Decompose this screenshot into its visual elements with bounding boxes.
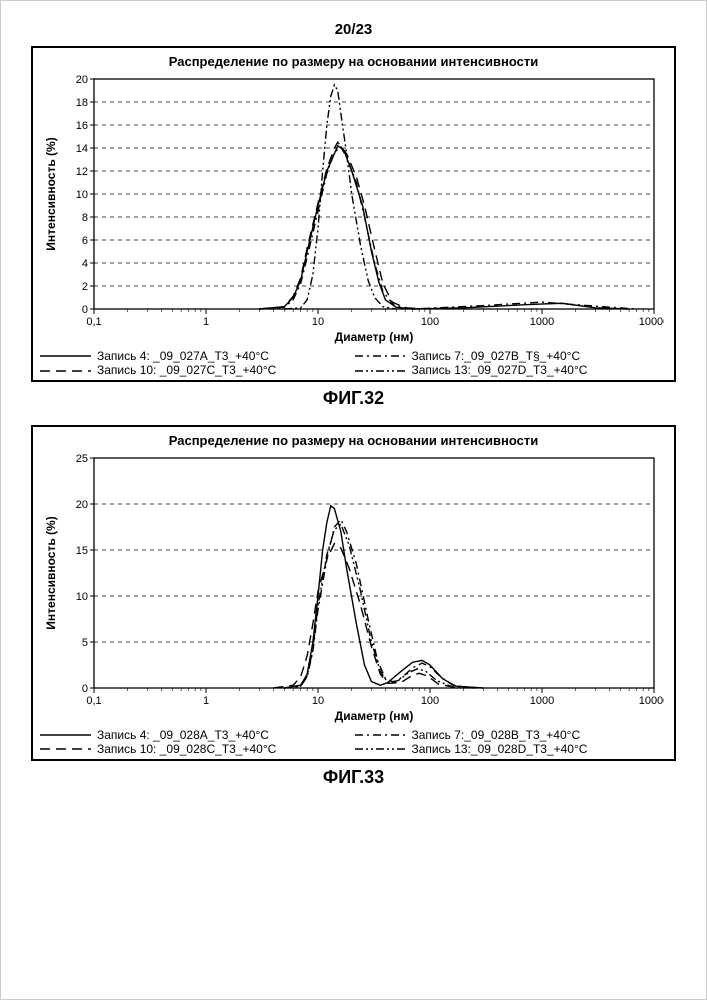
svg-text:1: 1 (203, 316, 209, 328)
svg-text:Интенсивность (%): Интенсивность (%) (44, 137, 58, 250)
legend-label: Запись 13:_09_028D_T3_+40°C (412, 742, 588, 756)
legend-label: Запись 10: _09_028C_T3_+40°C (97, 742, 276, 756)
figure-block: Распределение по размеру на основании ин… (31, 425, 676, 761)
svg-text:25: 25 (76, 453, 88, 465)
svg-text:2: 2 (82, 281, 88, 293)
figures-container: Распределение по размеру на основании ин… (31, 46, 676, 788)
svg-text:20: 20 (76, 74, 88, 86)
svg-text:0: 0 (82, 683, 88, 695)
legend-label: Запись 13:_09_027D_T3_+40°C (412, 363, 588, 377)
svg-text:16: 16 (76, 120, 88, 132)
svg-text:6: 6 (82, 235, 88, 247)
legend-label: Запись 7:_09_028B_T3_+40°C (412, 728, 581, 742)
svg-text:10: 10 (312, 316, 324, 328)
page-number: 20/23 (31, 21, 676, 38)
svg-text:100: 100 (421, 316, 439, 328)
svg-text:5: 5 (82, 637, 88, 649)
legend: Запись 4: _09_027A_T3_+40°C Запись 7:_09… (39, 349, 668, 378)
svg-text:1000: 1000 (530, 695, 554, 707)
svg-text:8: 8 (82, 212, 88, 224)
figure-label: ФИГ.33 (31, 767, 676, 788)
svg-text:10: 10 (76, 591, 88, 603)
page: 20/23 Распределение по размеру на основа… (0, 0, 707, 1000)
svg-text:10: 10 (76, 189, 88, 201)
svg-text:10000: 10000 (639, 695, 664, 707)
chart-svg: 0 5 10 15 20 25 0,1 1 10 100 1000 10000 Диаметр (нм)… (39, 452, 664, 726)
legend-entry: Запись 4: _09_028A_T3_+40°C (39, 728, 354, 742)
svg-text:100: 100 (421, 695, 439, 707)
svg-text:0: 0 (82, 304, 88, 316)
svg-text:14: 14 (76, 143, 88, 155)
svg-text:Интенсивность (%): Интенсивность (%) (44, 516, 58, 629)
legend-entry: Запись 13:_09_028D_T3_+40°C (354, 742, 669, 756)
figure: Распределение по размеру на основании ин… (31, 425, 676, 788)
svg-text:10: 10 (312, 695, 324, 707)
chart-svg: 0 2 4 6 8 10 12 14 16 18 20 0,1 1 10 100 1000 10000 Диаме… (39, 73, 664, 347)
svg-text:Диаметр (нм): Диаметр (нм) (335, 330, 414, 344)
svg-text:Диаметр (нм): Диаметр (нм) (335, 709, 414, 723)
chart-title: Распределение по размеру на основании ин… (39, 54, 668, 69)
svg-text:1: 1 (203, 695, 209, 707)
legend-entry: Запись 7:_09_028B_T3_+40°C (354, 728, 669, 742)
figure-block: Распределение по размеру на основании ин… (31, 46, 676, 382)
legend-entry: Запись 10: _09_027C_T3_+40°C (39, 363, 354, 377)
figure-label: ФИГ.32 (31, 388, 676, 409)
svg-text:1000: 1000 (530, 316, 554, 328)
legend-label: Запись 4: _09_027A_T3_+40°C (97, 349, 269, 363)
svg-text:12: 12 (76, 166, 88, 178)
svg-text:0,1: 0,1 (86, 695, 101, 707)
svg-text:20: 20 (76, 499, 88, 511)
legend-label: Запись 10: _09_027C_T3_+40°C (97, 363, 276, 377)
chart-title: Распределение по размеру на основании ин… (39, 433, 668, 448)
legend-label: Запись 7:_09_027B_T§_+40°C (412, 349, 581, 363)
legend-entry: Запись 13:_09_027D_T3_+40°C (354, 363, 669, 377)
svg-text:18: 18 (76, 97, 88, 109)
legend-entry: Запись 7:_09_027B_T§_+40°C (354, 349, 669, 363)
legend-entry: Запись 10: _09_028C_T3_+40°C (39, 742, 354, 756)
figure: Распределение по размеру на основании ин… (31, 46, 676, 409)
svg-text:10000: 10000 (639, 316, 664, 328)
svg-text:15: 15 (76, 545, 88, 557)
legend: Запись 4: _09_028A_T3_+40°C Запись 7:_09… (39, 728, 668, 757)
svg-text:0,1: 0,1 (86, 316, 101, 328)
svg-text:4: 4 (82, 258, 88, 270)
legend-entry: Запись 4: _09_027A_T3_+40°C (39, 349, 354, 363)
legend-label: Запись 4: _09_028A_T3_+40°C (97, 728, 269, 742)
